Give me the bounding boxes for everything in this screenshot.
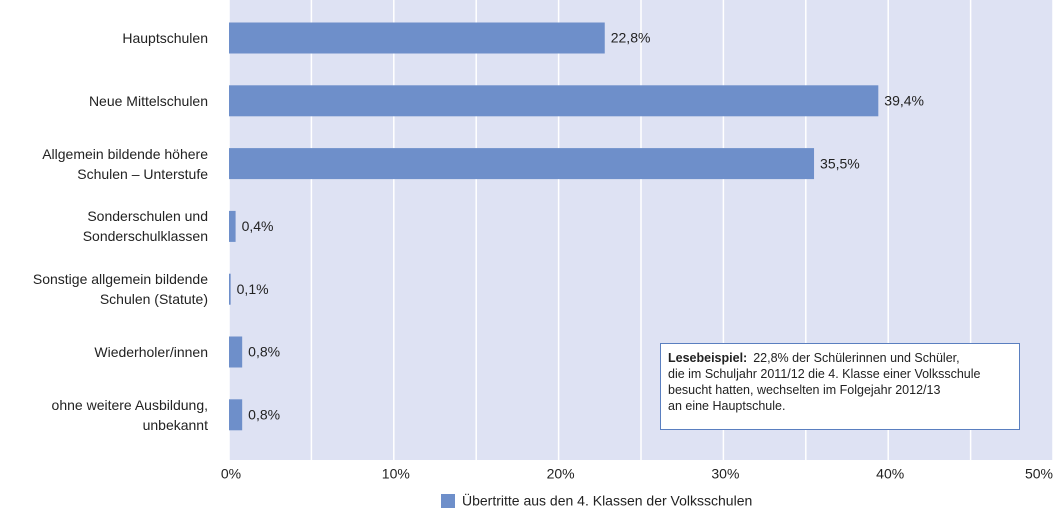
value-label: 35,5% bbox=[820, 155, 860, 171]
legend-label: Übertritte aus den 4. Klassen der Volkss… bbox=[462, 492, 752, 509]
value-label: 22,8% bbox=[611, 30, 651, 46]
annotation-line: an eine Hauptschule. bbox=[668, 399, 786, 413]
annotation-line: besucht hatten, wechselten im Folgejahr … bbox=[668, 383, 941, 397]
x-tick-label: 30% bbox=[711, 466, 739, 482]
value-label: 0,8% bbox=[248, 407, 280, 423]
category-label: ohne weitere Ausbildung, unbekannt bbox=[51, 396, 208, 433]
bar bbox=[229, 22, 605, 54]
bar bbox=[229, 399, 243, 431]
x-tick-label: 0% bbox=[221, 466, 241, 482]
annotation-line: die im Schuljahr 2011/12 die 4. Klasse e… bbox=[668, 367, 981, 381]
annotation-line: Lesebeispiel: 22,8% der Schülerinnen und … bbox=[668, 350, 1012, 366]
value-label: 0,4% bbox=[242, 218, 274, 234]
x-tick-label: 40% bbox=[876, 466, 904, 482]
category-label: Neue Mittelschulen bbox=[88, 92, 208, 109]
annotation-title: Lesebeispiel: bbox=[668, 351, 748, 365]
bar bbox=[229, 85, 879, 117]
legend: Übertritte aus den 4. Klassen der Volkss… bbox=[441, 492, 752, 509]
category-label: Wiederholer/innen bbox=[94, 344, 208, 360]
x-tick-label: 20% bbox=[547, 466, 575, 482]
value-label: 0,8% bbox=[248, 344, 280, 360]
x-tick-label: 10% bbox=[382, 466, 410, 482]
legend-swatch bbox=[441, 494, 455, 508]
category-label: Sonstige allgemein bildende Schulen (Sta… bbox=[32, 271, 208, 308]
value-label: 0,1% bbox=[237, 281, 269, 297]
bar bbox=[229, 336, 243, 368]
bar bbox=[229, 273, 231, 305]
annotation-text: 22,8% der Schülerinnen und Schüler, bbox=[753, 351, 960, 365]
category-label: Allgemein bildende höhere Schulen – Unte… bbox=[42, 145, 208, 182]
category-label: Hauptschulen bbox=[122, 30, 208, 46]
value-label: 39,4% bbox=[884, 93, 924, 109]
bar bbox=[229, 210, 236, 242]
category-label: Sonderschulen und Sonderschulklassen bbox=[82, 208, 208, 245]
bar bbox=[229, 148, 815, 180]
x-tick-label: 50% bbox=[1025, 466, 1053, 482]
annotation-box: Lesebeispiel: 22,8% der Schülerinnen und … bbox=[660, 343, 1020, 430]
